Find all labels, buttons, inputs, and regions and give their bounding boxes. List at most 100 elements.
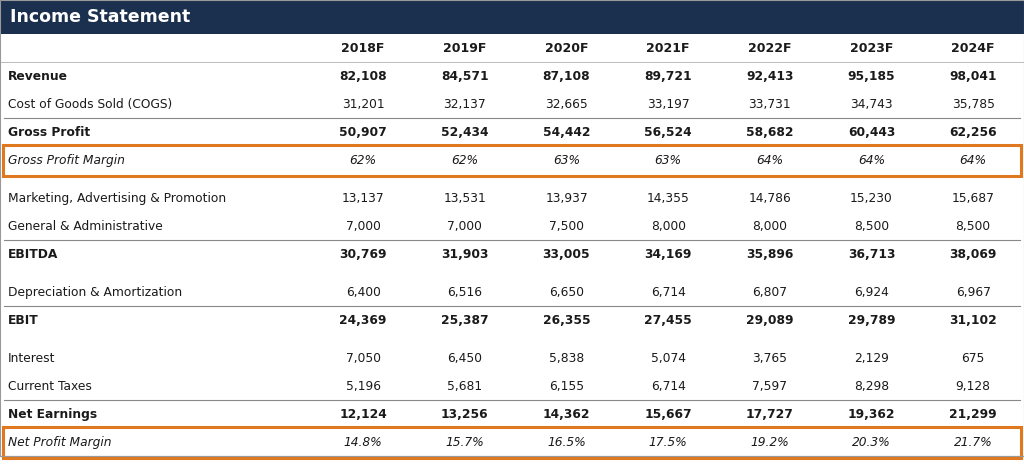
Text: Net Earnings: Net Earnings bbox=[8, 407, 97, 420]
Text: 33,197: 33,197 bbox=[647, 98, 689, 111]
Text: 6,714: 6,714 bbox=[650, 379, 686, 392]
Text: 13,531: 13,531 bbox=[443, 192, 486, 205]
Text: 33,005: 33,005 bbox=[543, 247, 590, 260]
Text: Net Profit Margin: Net Profit Margin bbox=[8, 436, 112, 449]
Text: 15,687: 15,687 bbox=[951, 192, 994, 205]
Text: 6,650: 6,650 bbox=[549, 286, 584, 299]
Text: 29,089: 29,089 bbox=[746, 313, 794, 326]
Text: 14,362: 14,362 bbox=[543, 407, 590, 420]
Text: 25,387: 25,387 bbox=[441, 313, 488, 326]
Text: 6,924: 6,924 bbox=[854, 286, 889, 299]
Text: 2023F: 2023F bbox=[850, 41, 893, 54]
Text: Interest: Interest bbox=[8, 352, 55, 365]
Text: 17.5%: 17.5% bbox=[649, 436, 687, 449]
Text: 50,907: 50,907 bbox=[339, 126, 387, 139]
Text: 95,185: 95,185 bbox=[848, 69, 895, 82]
Text: 87,108: 87,108 bbox=[543, 69, 590, 82]
Text: 31,903: 31,903 bbox=[441, 247, 488, 260]
Text: 35,896: 35,896 bbox=[746, 247, 794, 260]
Text: 2022F: 2022F bbox=[749, 41, 792, 54]
Text: 6,450: 6,450 bbox=[447, 352, 482, 365]
Text: 13,937: 13,937 bbox=[545, 192, 588, 205]
Text: EBIT: EBIT bbox=[8, 313, 39, 326]
Text: 56,524: 56,524 bbox=[644, 126, 692, 139]
Text: 14.8%: 14.8% bbox=[344, 436, 383, 449]
Text: 84,571: 84,571 bbox=[441, 69, 488, 82]
Text: 16.5%: 16.5% bbox=[547, 436, 586, 449]
Text: 89,721: 89,721 bbox=[644, 69, 692, 82]
Text: 27,455: 27,455 bbox=[644, 313, 692, 326]
Text: 21.7%: 21.7% bbox=[953, 436, 992, 449]
Text: 20.3%: 20.3% bbox=[852, 436, 891, 449]
Text: 2019F: 2019F bbox=[443, 41, 486, 54]
Text: 31,201: 31,201 bbox=[342, 98, 384, 111]
Text: General & Administrative: General & Administrative bbox=[8, 219, 163, 232]
Text: Depreciation & Amortization: Depreciation & Amortization bbox=[8, 286, 182, 299]
Text: 13,137: 13,137 bbox=[342, 192, 384, 205]
Text: 15,230: 15,230 bbox=[850, 192, 893, 205]
Text: 34,743: 34,743 bbox=[850, 98, 893, 111]
Text: 2,129: 2,129 bbox=[854, 352, 889, 365]
Text: 14,355: 14,355 bbox=[647, 192, 689, 205]
Text: 7,000: 7,000 bbox=[447, 219, 482, 232]
Text: 19.2%: 19.2% bbox=[751, 436, 790, 449]
Text: 7,000: 7,000 bbox=[346, 219, 381, 232]
Text: 8,298: 8,298 bbox=[854, 379, 889, 392]
Text: 2021F: 2021F bbox=[646, 41, 690, 54]
Text: 2024F: 2024F bbox=[951, 41, 995, 54]
Text: 6,807: 6,807 bbox=[753, 286, 787, 299]
Text: Gross Profit Margin: Gross Profit Margin bbox=[8, 153, 125, 166]
Text: 7,597: 7,597 bbox=[753, 379, 787, 392]
Text: 5,681: 5,681 bbox=[447, 379, 482, 392]
Text: 8,500: 8,500 bbox=[854, 219, 889, 232]
Text: 15,667: 15,667 bbox=[644, 407, 692, 420]
Text: 675: 675 bbox=[962, 352, 985, 365]
Text: 6,967: 6,967 bbox=[955, 286, 990, 299]
Text: 34,169: 34,169 bbox=[644, 247, 692, 260]
Text: 31,102: 31,102 bbox=[949, 313, 997, 326]
Text: 26,355: 26,355 bbox=[543, 313, 590, 326]
Text: 58,682: 58,682 bbox=[746, 126, 794, 139]
Text: 62,256: 62,256 bbox=[949, 126, 997, 139]
Text: 92,413: 92,413 bbox=[746, 69, 794, 82]
Text: 15.7%: 15.7% bbox=[445, 436, 484, 449]
Text: 13,256: 13,256 bbox=[441, 407, 488, 420]
Text: 36,713: 36,713 bbox=[848, 247, 895, 260]
Text: 33,731: 33,731 bbox=[749, 98, 792, 111]
Text: 14,786: 14,786 bbox=[749, 192, 792, 205]
Text: 82,108: 82,108 bbox=[339, 69, 387, 82]
Text: 32,137: 32,137 bbox=[443, 98, 486, 111]
Text: Revenue: Revenue bbox=[8, 69, 68, 82]
Text: 35,785: 35,785 bbox=[951, 98, 994, 111]
Text: 60,443: 60,443 bbox=[848, 126, 895, 139]
Text: 6,155: 6,155 bbox=[549, 379, 584, 392]
Text: Marketing, Advertising & Promotion: Marketing, Advertising & Promotion bbox=[8, 192, 226, 205]
Bar bbox=[3, 145, 1021, 175]
Text: 63%: 63% bbox=[654, 153, 682, 166]
Bar bbox=[0, 0, 1024, 34]
Text: 8,000: 8,000 bbox=[650, 219, 686, 232]
Text: 5,196: 5,196 bbox=[346, 379, 381, 392]
Text: Cost of Goods Sold (COGS): Cost of Goods Sold (COGS) bbox=[8, 98, 172, 111]
Text: Current Taxes: Current Taxes bbox=[8, 379, 92, 392]
Text: 63%: 63% bbox=[553, 153, 580, 166]
Text: 3,765: 3,765 bbox=[753, 352, 787, 365]
Text: 62%: 62% bbox=[452, 153, 478, 166]
Text: 30,769: 30,769 bbox=[339, 247, 387, 260]
Text: 52,434: 52,434 bbox=[441, 126, 488, 139]
Text: 98,041: 98,041 bbox=[949, 69, 997, 82]
Bar bbox=[3, 426, 1021, 458]
Text: 24,369: 24,369 bbox=[340, 313, 387, 326]
Text: 6,400: 6,400 bbox=[346, 286, 381, 299]
Text: 2020F: 2020F bbox=[545, 41, 588, 54]
Text: 62%: 62% bbox=[349, 153, 377, 166]
Text: 7,500: 7,500 bbox=[549, 219, 584, 232]
Text: 19,362: 19,362 bbox=[848, 407, 895, 420]
Text: 6,516: 6,516 bbox=[447, 286, 482, 299]
Text: 5,074: 5,074 bbox=[650, 352, 686, 365]
Text: 64%: 64% bbox=[959, 153, 987, 166]
Text: EBITDA: EBITDA bbox=[8, 247, 58, 260]
Text: 7,050: 7,050 bbox=[346, 352, 381, 365]
Text: 64%: 64% bbox=[757, 153, 783, 166]
Text: 8,000: 8,000 bbox=[753, 219, 787, 232]
